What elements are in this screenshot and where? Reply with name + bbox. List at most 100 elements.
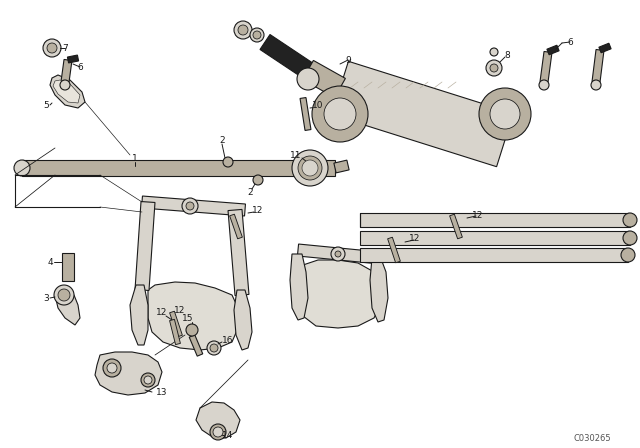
Circle shape: [47, 43, 57, 53]
Text: 5: 5: [43, 100, 49, 109]
Text: 7: 7: [62, 43, 68, 52]
Polygon shape: [67, 55, 79, 63]
Polygon shape: [61, 60, 72, 82]
Circle shape: [213, 427, 223, 437]
Text: 1: 1: [132, 154, 138, 163]
Circle shape: [207, 341, 221, 355]
Circle shape: [223, 157, 233, 167]
Circle shape: [490, 64, 498, 72]
Circle shape: [324, 98, 356, 130]
Polygon shape: [360, 248, 628, 262]
Text: 12: 12: [410, 233, 420, 242]
Text: 14: 14: [222, 431, 234, 439]
Polygon shape: [360, 231, 630, 245]
Polygon shape: [303, 60, 346, 98]
Polygon shape: [334, 160, 349, 173]
Polygon shape: [370, 256, 388, 322]
Polygon shape: [148, 282, 238, 350]
Polygon shape: [53, 80, 80, 103]
Circle shape: [298, 156, 322, 180]
Polygon shape: [228, 209, 249, 296]
Text: 11: 11: [291, 151, 301, 159]
Bar: [62, 253, 74, 281]
Text: 2: 2: [219, 135, 225, 145]
Text: 12: 12: [156, 307, 168, 316]
Circle shape: [623, 213, 637, 227]
Polygon shape: [298, 244, 381, 264]
Polygon shape: [170, 311, 182, 337]
Text: 12: 12: [174, 306, 186, 314]
Polygon shape: [300, 98, 311, 130]
Text: 10: 10: [312, 100, 324, 109]
Circle shape: [539, 80, 549, 90]
Circle shape: [253, 175, 263, 185]
Text: 8: 8: [504, 51, 510, 60]
Circle shape: [107, 363, 117, 373]
Polygon shape: [141, 196, 246, 216]
Polygon shape: [360, 213, 630, 227]
Text: 3: 3: [43, 293, 49, 302]
Circle shape: [479, 88, 531, 140]
Circle shape: [234, 21, 252, 39]
Polygon shape: [332, 61, 513, 167]
Circle shape: [335, 251, 341, 257]
Circle shape: [141, 373, 155, 387]
Polygon shape: [50, 75, 85, 108]
Polygon shape: [234, 290, 252, 350]
Circle shape: [210, 424, 226, 440]
Circle shape: [312, 86, 368, 142]
Circle shape: [490, 48, 498, 56]
Polygon shape: [260, 34, 315, 79]
Circle shape: [292, 150, 328, 186]
Circle shape: [621, 248, 635, 262]
Polygon shape: [196, 402, 240, 438]
Circle shape: [103, 359, 121, 377]
Polygon shape: [130, 285, 148, 345]
Circle shape: [186, 202, 194, 210]
Circle shape: [210, 344, 218, 352]
Polygon shape: [450, 214, 462, 239]
Text: 6: 6: [77, 63, 83, 72]
Circle shape: [58, 289, 70, 301]
Circle shape: [182, 198, 198, 214]
Circle shape: [297, 68, 319, 90]
Text: 6: 6: [567, 38, 573, 47]
Circle shape: [253, 31, 261, 39]
Text: 13: 13: [156, 388, 168, 396]
Circle shape: [250, 28, 264, 42]
Text: C030265: C030265: [573, 434, 611, 443]
Polygon shape: [22, 160, 335, 176]
Circle shape: [186, 324, 198, 336]
Polygon shape: [55, 295, 80, 325]
Text: 16: 16: [222, 336, 234, 345]
Circle shape: [591, 80, 601, 90]
Text: 15: 15: [182, 314, 194, 323]
Polygon shape: [170, 319, 180, 345]
Polygon shape: [297, 260, 380, 328]
Polygon shape: [592, 49, 604, 82]
Polygon shape: [547, 45, 559, 55]
Circle shape: [54, 285, 74, 305]
Circle shape: [331, 247, 345, 261]
Circle shape: [623, 231, 637, 245]
Circle shape: [60, 80, 70, 90]
Circle shape: [238, 25, 248, 35]
Polygon shape: [388, 237, 401, 263]
Polygon shape: [599, 43, 611, 53]
Text: 9: 9: [345, 56, 351, 65]
Polygon shape: [189, 335, 203, 356]
Circle shape: [14, 160, 30, 176]
Circle shape: [302, 160, 318, 176]
Polygon shape: [230, 214, 243, 239]
Circle shape: [486, 60, 502, 76]
Text: 12: 12: [472, 211, 484, 220]
Text: 2: 2: [247, 188, 253, 197]
Circle shape: [144, 376, 152, 384]
Circle shape: [490, 99, 520, 129]
Text: 12: 12: [252, 206, 264, 215]
Polygon shape: [135, 202, 155, 290]
Polygon shape: [290, 254, 308, 320]
Polygon shape: [95, 352, 162, 395]
Polygon shape: [540, 52, 552, 82]
Text: 4: 4: [47, 258, 53, 267]
